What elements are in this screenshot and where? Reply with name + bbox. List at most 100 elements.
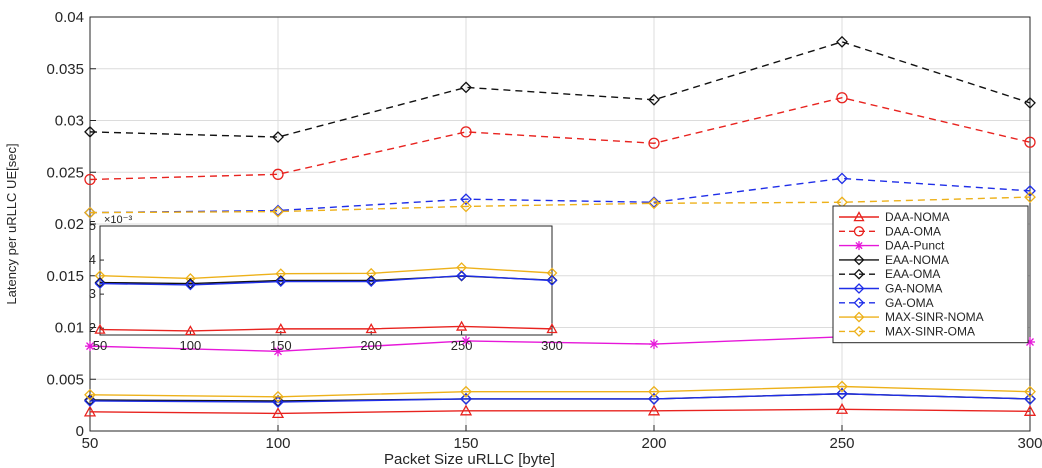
- legend-marker-daa-noma: [853, 211, 865, 222]
- inset-exponent-label: ×10⁻³: [104, 214, 132, 226]
- inset-data-point-max-sinr-noma: [275, 268, 287, 280]
- y-tick-label: 0.04: [55, 9, 84, 26]
- data-point-eaa-oma: [460, 81, 472, 94]
- data-point-max-sinr-oma: [272, 205, 284, 218]
- inset-data-point-daa-noma: [365, 323, 377, 334]
- series-line-ga-noma: [89, 393, 1031, 403]
- star-marker-stroke: [86, 342, 94, 351]
- y-axis-label: Latency per uRLLC UE[sec]: [4, 143, 19, 304]
- data-point-eaa-oma: [836, 35, 848, 48]
- data-point-max-sinr-noma: [460, 385, 472, 398]
- legend-marker-daa-oma: [853, 226, 865, 237]
- data-point-daa-noma: [835, 402, 849, 414]
- inset-data-point-ga-noma: [275, 276, 287, 287]
- data-point-ga-oma: [272, 204, 284, 217]
- legend-label-eaa-noma: EAA-NOMA: [885, 253, 949, 267]
- star-marker-stroke: [462, 336, 470, 345]
- x-tick-label: 50: [82, 435, 99, 452]
- inset-y-tick-label: 2: [89, 320, 96, 335]
- data-point-daa-noma: [83, 405, 97, 417]
- data-point-ga-noma: [272, 396, 284, 408]
- data-point-daa-punct: [461, 335, 471, 346]
- inset-data-point-daa-noma: [546, 323, 558, 334]
- data-point-daa-oma: [272, 168, 284, 180]
- series-line-max-sinr-noma: [89, 385, 1031, 398]
- series-line-daa-noma: [89, 408, 1031, 415]
- x-tick-label: 100: [265, 435, 290, 452]
- y-tick-label: 0.03: [55, 113, 84, 130]
- data-point-daa-punct: [649, 339, 659, 350]
- series-line-daa-oma: [89, 97, 1031, 181]
- inset-data-point-eaa-noma: [275, 275, 287, 286]
- inset-data-point-eaa-noma: [184, 278, 196, 289]
- legend-marker-daa-punct: [854, 241, 864, 251]
- data-point-ga-noma: [84, 395, 96, 407]
- inset-data-point-ga-noma: [94, 278, 106, 289]
- data-point-max-sinr-noma: [1024, 385, 1036, 398]
- y-tick-label: 0.035: [46, 61, 84, 78]
- data-point-daa-oma: [836, 92, 848, 104]
- inset-data-point-ga-noma: [456, 270, 468, 282]
- data-point-daa-noma: [1023, 404, 1037, 416]
- data-point-ga-oma: [1024, 184, 1036, 197]
- series-line-eaa-oma: [89, 41, 1031, 138]
- data-point-eaa-oma: [1024, 96, 1036, 109]
- star-marker-stroke: [274, 347, 282, 356]
- inset-y-tick-label: 4: [89, 252, 96, 267]
- legend-label-daa-oma: DAA-OMA: [885, 224, 941, 238]
- data-point-ga-oma: [460, 193, 472, 206]
- main-tick-labels: 50 100 150 200 250 30000.0050.010.0150.020.02…: [46, 9, 1042, 452]
- series-line-ga-oma: [89, 177, 1031, 214]
- inset-data-point-eaa-noma: [94, 277, 106, 288]
- data-point-max-sinr-noma: [648, 385, 660, 398]
- inset-y-tick-label: 5: [89, 218, 96, 233]
- legend-label-daa-punct: DAA-Punct: [885, 239, 945, 253]
- inset-x-tick-label: 300: [541, 338, 563, 353]
- inset-data-point-eaa-noma: [365, 275, 377, 286]
- inset-chart: 50 100 150 200 250 300 2 3 4 5 ×10⁻³: [89, 214, 563, 353]
- legend-label-max-sinr-noma: MAX-SINR-NOMA: [885, 310, 984, 324]
- x-tick-label: 200: [641, 435, 666, 452]
- y-tick-label: 0.005: [46, 371, 84, 388]
- x-tick-label: 150: [453, 435, 478, 452]
- legend-label-daa-noma: DAA-NOMA: [885, 210, 950, 224]
- inset-data-point-max-sinr-noma: [94, 270, 106, 282]
- x-tick-label: 300: [1017, 435, 1042, 452]
- data-point-ga-noma: [1024, 392, 1036, 405]
- data-point-max-sinr-oma: [648, 197, 660, 210]
- data-point-max-sinr-noma: [836, 380, 848, 393]
- data-point-eaa-noma: [84, 394, 96, 406]
- x-axis-label: Packet Size uRLLC [byte]: [384, 451, 555, 468]
- inset-data-point-daa-noma: [455, 320, 468, 331]
- data-point-daa-noma: [459, 404, 473, 416]
- legend-label-eaa-oma: EAA-OMA: [885, 267, 940, 281]
- data-point-ga-oma: [648, 196, 660, 209]
- y-tick-label: 0.025: [46, 164, 84, 181]
- inset-x-tick-label: 100: [180, 338, 202, 353]
- legend-label-ga-oma: GA-OMA: [885, 296, 934, 310]
- data-point-ga-oma: [836, 172, 848, 185]
- data-point-eaa-oma: [272, 131, 284, 143]
- y-tick-label: 0.015: [46, 268, 84, 285]
- inset-series-line-daa-noma: [99, 325, 553, 332]
- data-point-eaa-oma: [648, 93, 660, 106]
- data-point-daa-oma: [460, 126, 472, 138]
- data-point-daa-oma: [648, 137, 660, 149]
- inset-data-point-ga-noma: [184, 279, 196, 291]
- legend-marker-ga-oma: [853, 297, 865, 309]
- legend-marker-ga-noma: [853, 283, 865, 294]
- data-point-ga-noma: [836, 387, 848, 400]
- data-point-max-sinr-noma: [272, 390, 284, 403]
- legend-marker-eaa-oma: [853, 268, 865, 280]
- inset-x-tick-label: 150: [270, 338, 292, 353]
- legend-marker-max-sinr-noma: [853, 311, 865, 323]
- data-point-max-sinr-noma: [84, 388, 96, 401]
- star-marker-stroke: [1026, 338, 1034, 346]
- data-point-daa-noma: [271, 407, 285, 419]
- inset-y-tick-label: 3: [89, 286, 96, 301]
- y-tick-label: 0.01: [55, 320, 84, 337]
- inset-series-line-max-sinr-noma: [99, 266, 553, 280]
- data-point-ga-noma: [460, 392, 472, 405]
